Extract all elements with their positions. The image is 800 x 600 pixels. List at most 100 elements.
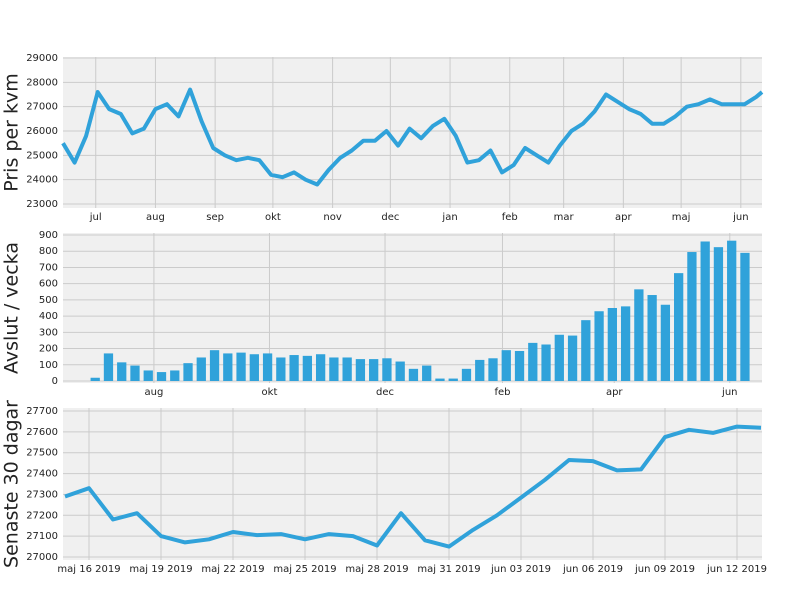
y-tick-label: 700: [39, 262, 58, 273]
x-tick-label: jan: [441, 212, 457, 223]
x-tick-label: apr: [615, 212, 632, 223]
y-axis-label: Pris per kvm: [1, 73, 23, 192]
bar: [156, 372, 167, 381]
bar: [117, 362, 127, 381]
x-tick-label: jun: [721, 387, 737, 398]
bar: [727, 240, 737, 381]
bar: [448, 378, 458, 381]
y-tick-label: 500: [39, 295, 58, 306]
bar: [170, 370, 180, 381]
bar: [130, 365, 140, 381]
x-tick-label: maj 25 2019: [273, 564, 336, 575]
bar: [209, 350, 220, 381]
x-tick-label: maj 28 2019: [345, 564, 408, 575]
x-tick-label: jul: [89, 212, 102, 223]
x-tick-label: jun 03 2019: [490, 564, 551, 575]
x-tick-label: jun 09 2019: [634, 564, 695, 575]
x-tick-label: aug: [145, 387, 164, 398]
bar: [488, 358, 498, 381]
bar: [382, 358, 392, 381]
x-tick-label: dec: [381, 212, 399, 223]
y-tick-label: 600: [39, 279, 58, 290]
y-tick-label: 27400: [26, 469, 58, 480]
x-tick-label: okt: [262, 387, 278, 398]
bar: [329, 357, 339, 381]
x-tick-label: maj 22 2019: [201, 564, 264, 575]
bar: [687, 252, 697, 381]
bar: [276, 357, 286, 381]
bar: [541, 344, 551, 381]
x-tick-label: maj 19 2019: [129, 564, 192, 575]
bar: [514, 350, 525, 381]
y-tick-label: 27000: [26, 552, 58, 563]
bar: [660, 304, 671, 381]
y-tick-label: 100: [39, 360, 58, 371]
bar: [674, 273, 684, 381]
bar: [634, 289, 644, 381]
bar: [90, 377, 100, 381]
x-tick-label: sep: [206, 212, 224, 223]
bar: [700, 241, 710, 381]
bar: [581, 320, 591, 381]
bar: [607, 308, 617, 381]
x-tick-label: jun 12 2019: [706, 564, 767, 575]
x-tick-label: dec: [376, 387, 394, 398]
bar: [103, 353, 114, 381]
bar: [713, 247, 724, 381]
y-tick-label: 800: [39, 246, 58, 257]
bar: [183, 363, 193, 381]
bar: [435, 378, 445, 381]
x-tick-label: aug: [146, 212, 165, 223]
bar: [143, 370, 153, 381]
bar: [528, 342, 538, 381]
y-tick-label: 26000: [26, 126, 58, 137]
x-tick-label: maj 31 2019: [417, 564, 480, 575]
plot-background: [63, 408, 762, 560]
bar: [196, 357, 206, 381]
bar: [740, 252, 750, 381]
y-tick-label: 29000: [26, 53, 58, 64]
x-tick-label: feb: [494, 387, 510, 398]
bar: [422, 365, 432, 381]
x-tick-label: jun 06 2019: [562, 564, 623, 575]
line: [61, 87, 764, 187]
y-tick-label: 27700: [26, 406, 58, 417]
bar: [408, 368, 419, 381]
bar: [223, 353, 233, 381]
bar: [475, 359, 485, 381]
bar: [567, 335, 578, 381]
y-tick-label: 27300: [26, 489, 58, 500]
y-tick-label: 900: [39, 230, 58, 241]
y-tick-label: 27200: [26, 510, 58, 521]
bar: [501, 350, 511, 381]
y-tick-label: 0: [52, 376, 58, 387]
x-tick-label: mar: [554, 212, 575, 223]
y-tick-label: 27500: [26, 448, 58, 459]
x-tick-label: nov: [323, 212, 341, 223]
bar: [369, 359, 379, 381]
bar: [461, 368, 472, 381]
bar: [262, 353, 273, 381]
x-tick-label: okt: [265, 212, 281, 223]
y-tick-label: 400: [39, 311, 58, 322]
plot-background: [63, 233, 762, 383]
bar: [302, 355, 313, 381]
y-tick-label: 25000: [26, 150, 58, 161]
y-tick-label: 200: [39, 344, 58, 355]
bar: [594, 311, 604, 381]
bar: [355, 359, 366, 381]
y-tick-label: 27000: [26, 102, 58, 113]
y-axis-label: Senaste 30 dagar: [1, 400, 23, 568]
x-tick-label: jun: [732, 212, 748, 223]
bar: [315, 354, 326, 381]
y-tick-label: 27100: [26, 531, 58, 542]
x-tick-label: feb: [502, 212, 518, 223]
y-tick-label: 23000: [26, 199, 58, 210]
bar: [620, 306, 631, 381]
bar: [395, 361, 405, 381]
y-tick-label: 300: [39, 327, 58, 338]
y-tick-label: 24000: [26, 175, 58, 186]
bar: [554, 334, 564, 381]
x-tick-label: maj 16 2019: [57, 564, 120, 575]
